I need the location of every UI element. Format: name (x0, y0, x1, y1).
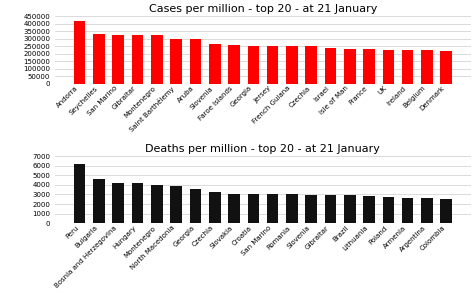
Bar (344, 49, 355, 84)
Bar (324, 48, 336, 84)
Title: Deaths per million - top 20 - at 21 January: Deaths per million - top 20 - at 21 Janu… (145, 144, 380, 154)
Bar (363, 50, 375, 84)
Bar (363, 196, 375, 223)
Bar (151, 35, 162, 84)
Bar (267, 46, 278, 84)
Bar (421, 198, 433, 223)
Bar (267, 194, 278, 223)
Bar (93, 179, 105, 223)
Bar (190, 189, 201, 223)
Bar (209, 44, 220, 84)
Bar (132, 183, 143, 223)
Bar (305, 195, 317, 223)
Bar (113, 183, 124, 223)
Bar (382, 197, 394, 223)
Bar (305, 46, 317, 84)
Bar (228, 193, 240, 223)
Bar (247, 46, 259, 84)
Bar (74, 164, 85, 223)
Bar (286, 195, 298, 223)
Bar (440, 199, 452, 223)
Bar (344, 195, 355, 223)
Bar (402, 198, 413, 223)
Bar (402, 50, 413, 84)
Bar (209, 192, 220, 223)
Bar (421, 50, 433, 84)
Bar (324, 195, 336, 223)
Bar (113, 35, 124, 84)
Bar (171, 186, 182, 223)
Bar (440, 52, 452, 84)
Bar (190, 40, 201, 84)
Bar (171, 39, 182, 84)
Bar (286, 46, 298, 84)
Bar (247, 193, 259, 223)
Bar (93, 34, 105, 84)
Bar (151, 185, 162, 223)
Bar (382, 50, 394, 84)
Bar (228, 45, 240, 84)
Title: Cases per million - top 20 - at 21 January: Cases per million - top 20 - at 21 Janua… (149, 4, 377, 14)
Bar (74, 21, 85, 84)
Bar (132, 35, 143, 84)
